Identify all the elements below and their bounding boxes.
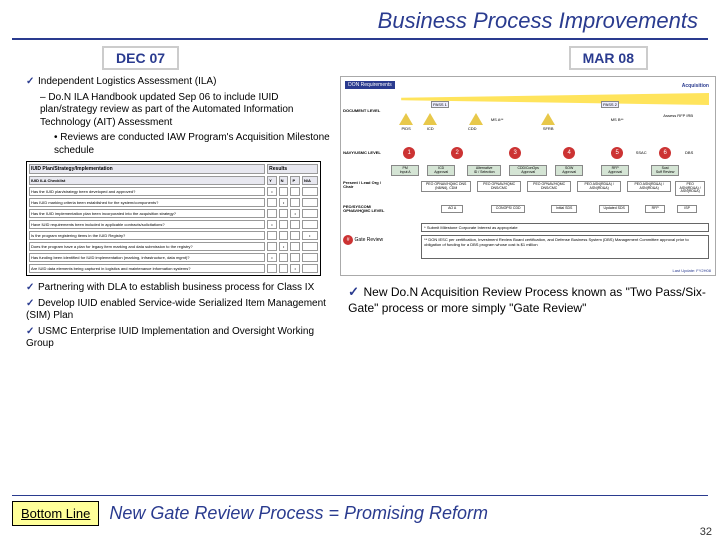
doc-msb: MS B** xyxy=(605,117,629,122)
table-row: Is the program registering items in the … xyxy=(29,231,318,240)
ila-checklist-table: IUID Plan/Strategy/ImplementationResults… xyxy=(26,161,321,276)
process-diagram: DON Requirements Acquisition DOCUMENT LE… xyxy=(340,76,716,276)
bullet-usmc: USMC Enterprise IUID Implementation and … xyxy=(26,326,314,350)
gate-6: 6 xyxy=(659,147,671,159)
table-hdr3: Results xyxy=(267,164,317,174)
col-n: N xyxy=(279,176,289,185)
right-column: DON Requirements Acquisition DOCUMENT LE… xyxy=(340,76,716,354)
p2: CONOPS/ CDD xyxy=(491,205,525,213)
p1: AO A xyxy=(441,205,463,213)
gate-1: 1 xyxy=(403,147,415,159)
sb-alt: AlternativeID / Selection xyxy=(467,165,501,176)
check-icon: ✓ xyxy=(26,326,38,339)
right-bullet: ✓ New Do.N Acquisition Review Process kn… xyxy=(340,284,716,316)
sb-cdd: CDD/ConOps Approval xyxy=(509,165,547,176)
note1: * Submit Milestone Corporate Interest as… xyxy=(421,223,709,232)
assess-label: Assess RFP IRB xyxy=(663,113,693,118)
bottom-line-text: New Gate Review Process = Promising Refo… xyxy=(109,503,708,524)
badge-right: MAR 08 xyxy=(569,46,648,70)
org5: PEO ASN(RD&A) / ASN(RD&A) xyxy=(627,181,671,192)
doc-triangle xyxy=(541,113,555,125)
table-row: Are IUID data elements being captured in… xyxy=(29,264,318,273)
left-column: ✓Independent Logistics Assessment (ILA) … xyxy=(12,76,332,354)
bullet-ila: Independent Logistics Assessment (ILA) xyxy=(38,76,216,87)
gate-review-legend: # Gate Review xyxy=(343,235,383,245)
bottom-line-label: Bottom Line xyxy=(12,501,99,526)
check-icon: ✓ xyxy=(26,282,38,295)
acquisition-label: Acquisition xyxy=(682,83,709,89)
gate-4: 4 xyxy=(563,147,575,159)
don-requirements-label: DON Requirements xyxy=(345,81,395,89)
sb-sust: SustSuff Review xyxy=(651,165,679,176)
check-icon: ✓ xyxy=(26,76,38,89)
bullet-dla: Partnering with DLA to establish busines… xyxy=(38,282,314,293)
bullet-ila-sub: Do.N ILA Handbook updated Sep 06 to incl… xyxy=(40,92,293,128)
org1: PEO OPNAV/HQMC DNS (N8/N6), CDM xyxy=(421,181,471,192)
peo-level-label: PEO/SYSCOM/ OPNAV/HQMC LEVEL xyxy=(343,205,387,213)
doc-pids: PIDS xyxy=(398,126,414,131)
title-divider xyxy=(12,38,708,40)
org4: PEO ASN(RD&A) / ASN(RD&A) xyxy=(577,181,621,192)
badge-row: DEC 07 MAR 08 xyxy=(12,46,708,70)
doc-icd: ICD xyxy=(422,126,438,131)
sb-icd: ICDApproval xyxy=(427,165,455,176)
org6: PEO ASN(RD&A) / ASN(RD&A) xyxy=(675,181,705,196)
p4: Updated SDS xyxy=(599,205,629,213)
right-bullet-text: New Do.N Acquisition Review Process know… xyxy=(348,285,706,315)
badge-left: DEC 07 xyxy=(102,46,179,70)
last-update: Last Update: FY2H08 xyxy=(673,268,711,273)
note2: ** DON IESC per certification, Investmen… xyxy=(421,235,709,259)
p3: Initial SDS xyxy=(551,205,577,213)
col-y: Y xyxy=(267,176,277,185)
check-icon: ✓ xyxy=(348,284,360,301)
pass2-box: PASS 2 xyxy=(601,101,619,108)
bottom-row: Bottom Line New Gate Review Process = Pr… xyxy=(12,501,708,526)
bullet-sim: Develop IUID enabled Service-wide Serial… xyxy=(26,298,326,322)
doc-msa: MS A** xyxy=(485,117,509,122)
table-row: Does the program have a plan for legacy … xyxy=(29,242,318,251)
gate-2: 2 xyxy=(451,147,463,159)
table-row: Has IUID marking criteria been establish… xyxy=(29,198,318,207)
p6: ISP xyxy=(677,205,697,213)
bullet-ila-sub2: Reviews are conducted IAW Program's Acqu… xyxy=(54,132,330,156)
bottom-divider xyxy=(12,495,708,496)
dbs-label: DBS xyxy=(681,150,697,155)
doc-triangle xyxy=(423,113,437,125)
sb-sow: SOWApproval xyxy=(555,165,583,176)
nav-level-label: NAVY/USMC LEVEL xyxy=(343,151,387,155)
table-hdr1: IUID Plan/Strategy/Implementation xyxy=(29,164,265,174)
check-icon: ✓ xyxy=(26,298,38,311)
org3: PEO OPNAV/HQMC DNS/CMC xyxy=(527,181,571,192)
doc-sfrb: SFRB xyxy=(540,126,556,131)
sb-pm: PMInput A xyxy=(391,165,419,176)
p5: RFP xyxy=(645,205,665,213)
table-row: Has funding been identified for IUID imp… xyxy=(29,253,318,262)
org2: PEO OPNAV/HQMC DNS/CMC xyxy=(477,181,521,192)
gate-3: 3 xyxy=(509,147,521,159)
col-na: N/A xyxy=(302,176,318,185)
doc-triangle xyxy=(399,113,413,125)
doc-triangle xyxy=(469,113,483,125)
table-hdr2: IUID ILA Checklist xyxy=(29,176,265,185)
table-row: Has the IUID plan/strategy been develope… xyxy=(29,187,318,196)
pass1-box: PASS 1 xyxy=(431,101,449,108)
ssac-label: SSAC xyxy=(633,150,649,155)
page-title: Business Process Improvements xyxy=(12,8,708,34)
page-number: 32 xyxy=(700,526,712,538)
table-row: Have IUID requirements been included in … xyxy=(29,220,318,229)
present-label: Present / Lead Org / Chair xyxy=(343,181,387,189)
doc-cdd: CDD xyxy=(464,126,480,131)
sb-rfp: RFPApproval xyxy=(601,165,629,176)
table-row: Has the IUID implementation plan been in… xyxy=(29,209,318,218)
doc-level-label: DOCUMENT LEVEL xyxy=(343,109,387,113)
gate-5: 5 xyxy=(611,147,623,159)
col-p: P xyxy=(290,176,300,185)
